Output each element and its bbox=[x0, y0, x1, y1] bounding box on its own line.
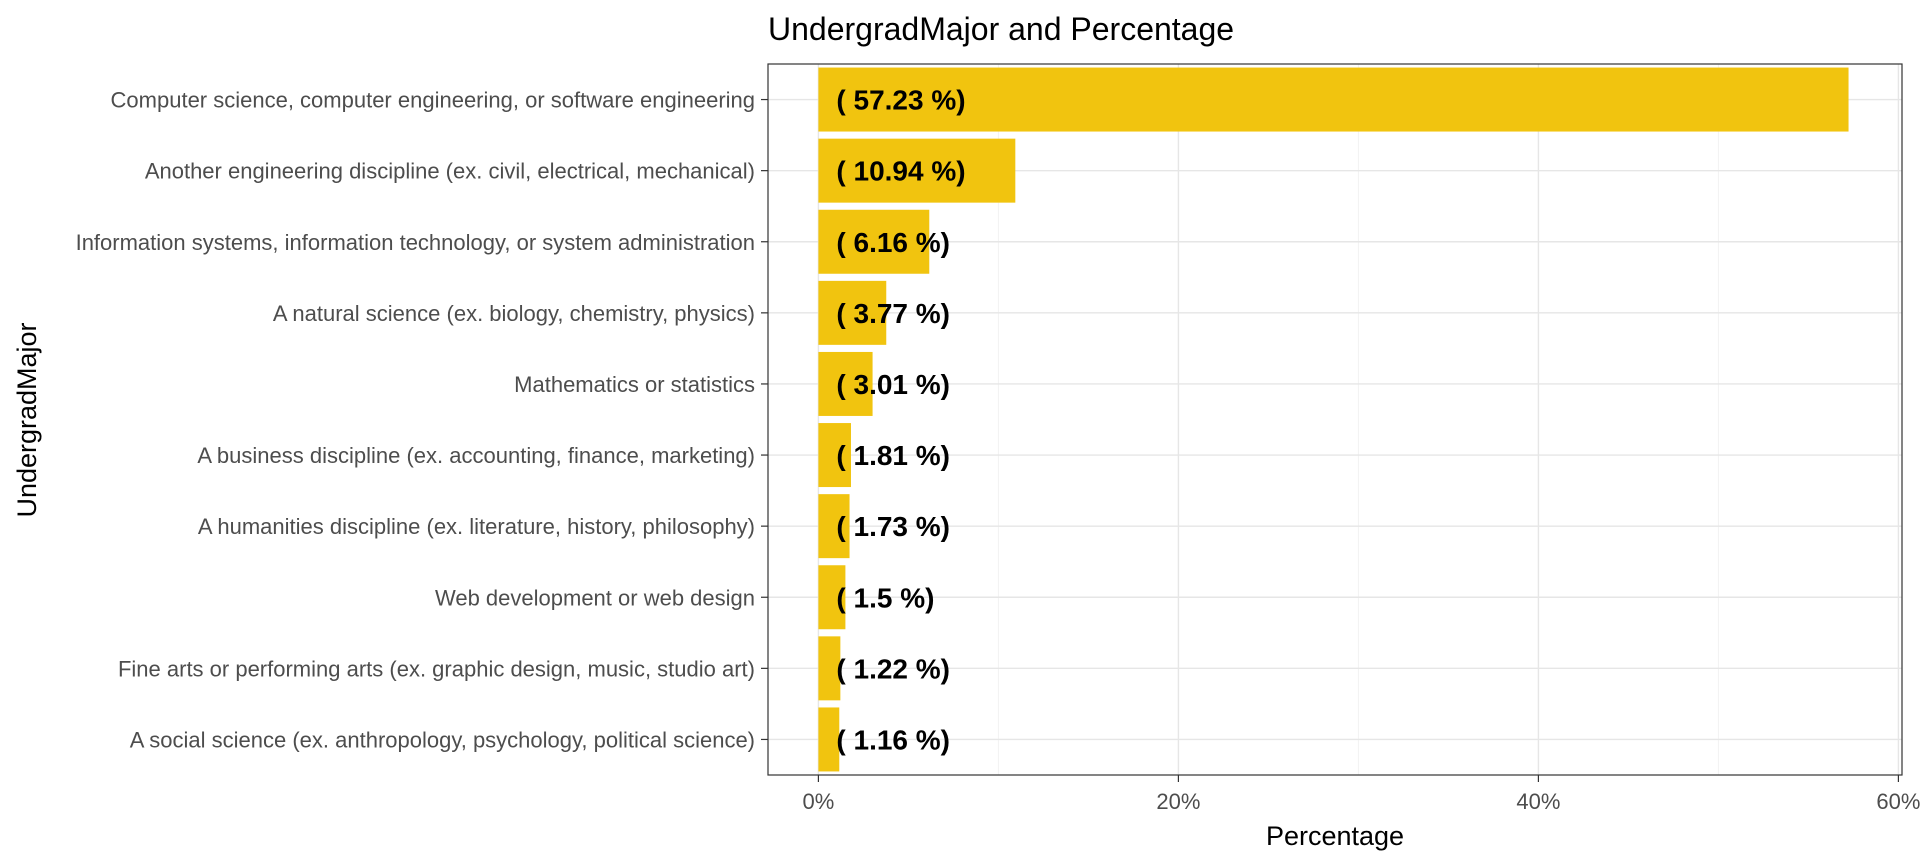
y-category-label: A natural science (ex. biology, chemistr… bbox=[273, 301, 755, 326]
y-category-label: Information systems, information technol… bbox=[76, 230, 755, 255]
y-category-label: Fine arts or performing arts (ex. graphi… bbox=[118, 656, 755, 681]
y-category-label: Web development or web design bbox=[435, 585, 755, 610]
y-category-label: Computer science, computer engineering, … bbox=[111, 88, 755, 113]
bar bbox=[818, 707, 840, 772]
y-category-label: A humanities discipline (ex. literature,… bbox=[198, 514, 755, 539]
y-axis-title: UndergradMajor bbox=[12, 322, 42, 517]
x-axis-title: Percentage bbox=[1266, 821, 1404, 851]
grid bbox=[768, 64, 1902, 775]
bar-data-label: ( 1.16 %) bbox=[836, 724, 950, 755]
bar bbox=[818, 138, 1016, 203]
bar bbox=[818, 636, 841, 701]
bar bbox=[818, 423, 851, 488]
x-tick-label: 0% bbox=[803, 789, 835, 814]
y-category-label: Another engineering discipline (ex. civi… bbox=[145, 159, 755, 184]
plot-panel-border bbox=[767, 63, 1903, 776]
bar-data-label: ( 1.22 %) bbox=[836, 653, 950, 684]
y-category-label: Mathematics or statistics bbox=[514, 372, 755, 397]
bar-data-label: ( 1.73 %) bbox=[836, 511, 950, 542]
x-axis-ticks: 0% 20% 40% 60% bbox=[803, 775, 1920, 814]
bars bbox=[818, 67, 1849, 772]
bar bbox=[818, 280, 887, 345]
y-category-label: A business discipline (ex. accounting, f… bbox=[197, 443, 755, 468]
bar bbox=[818, 565, 846, 630]
bar-data-label: ( 1.5 %) bbox=[836, 582, 934, 613]
bar bbox=[818, 67, 1849, 132]
chart-title: UndergradMajor and Percentage bbox=[768, 11, 1234, 47]
y-category-label: A social science (ex. anthropology, psyc… bbox=[130, 727, 755, 752]
bar bbox=[818, 351, 873, 416]
y-axis-category-labels: Computer science, computer engineering, … bbox=[76, 88, 768, 752]
bar-data-label: ( 3.01 %) bbox=[836, 369, 950, 400]
bar bbox=[818, 209, 930, 274]
x-tick-label: 40% bbox=[1516, 789, 1560, 814]
bar-data-label: ( 10.94 %) bbox=[836, 156, 965, 187]
bar-data-label: ( 6.16 %) bbox=[836, 227, 950, 258]
bar bbox=[818, 494, 850, 559]
data-labels: ( 57.23 %) ( 10.94 %) ( 6.16 %) ( 3.77 %) ( … bbox=[836, 85, 965, 756]
bar-data-label: ( 57.23 %) bbox=[836, 85, 965, 116]
bar-data-label: ( 1.81 %) bbox=[836, 440, 950, 471]
bar-data-label: ( 3.77 %) bbox=[836, 298, 950, 329]
x-tick-label: 60% bbox=[1876, 789, 1920, 814]
x-tick-label: 20% bbox=[1156, 789, 1200, 814]
